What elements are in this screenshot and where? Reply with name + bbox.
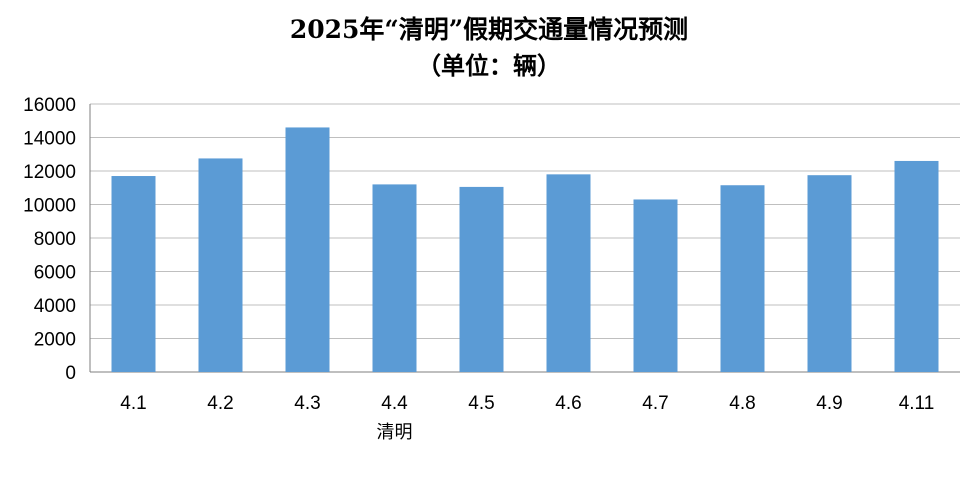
x-tick-label: 4.4 — [381, 393, 408, 414]
x-tick-label: 4.6 — [555, 393, 581, 414]
chart-subtitle: （单位：辆） — [417, 51, 561, 80]
y-tick-label: 14000 — [23, 129, 76, 150]
y-tick-label: 0 — [65, 363, 76, 384]
y-tick-label: 4000 — [34, 296, 76, 317]
x-tick-label: 4.9 — [816, 393, 842, 414]
bar — [111, 176, 156, 372]
x-tick-label: 4.1 — [120, 393, 146, 414]
bar — [459, 186, 504, 372]
y-tick-label: 2000 — [34, 330, 76, 351]
y-tick-label: 8000 — [34, 229, 76, 250]
bar — [807, 175, 852, 372]
x-annotation-label: 清明 — [377, 422, 413, 443]
chart-title: 2025年“清明”假期交通量情况预测 — [289, 15, 689, 44]
x-tick-label: 4.7 — [642, 393, 668, 414]
x-tick-label: 4.3 — [294, 393, 320, 414]
y-tick-label: 16000 — [23, 95, 76, 116]
y-tick-label: 12000 — [23, 162, 76, 183]
bar — [894, 160, 939, 372]
x-tick-label: 4.5 — [468, 393, 494, 414]
y-tick-label: 10000 — [23, 196, 76, 217]
y-tick-label: 6000 — [34, 263, 76, 284]
bar — [720, 185, 765, 372]
x-tick-label: 4.2 — [207, 393, 233, 414]
bar — [372, 184, 417, 372]
bar — [198, 158, 243, 372]
x-tick-label: 4.8 — [729, 393, 755, 414]
bar — [546, 174, 591, 372]
x-tick-label: 4.11 — [899, 393, 935, 414]
bar — [285, 127, 330, 372]
bar — [633, 199, 678, 372]
